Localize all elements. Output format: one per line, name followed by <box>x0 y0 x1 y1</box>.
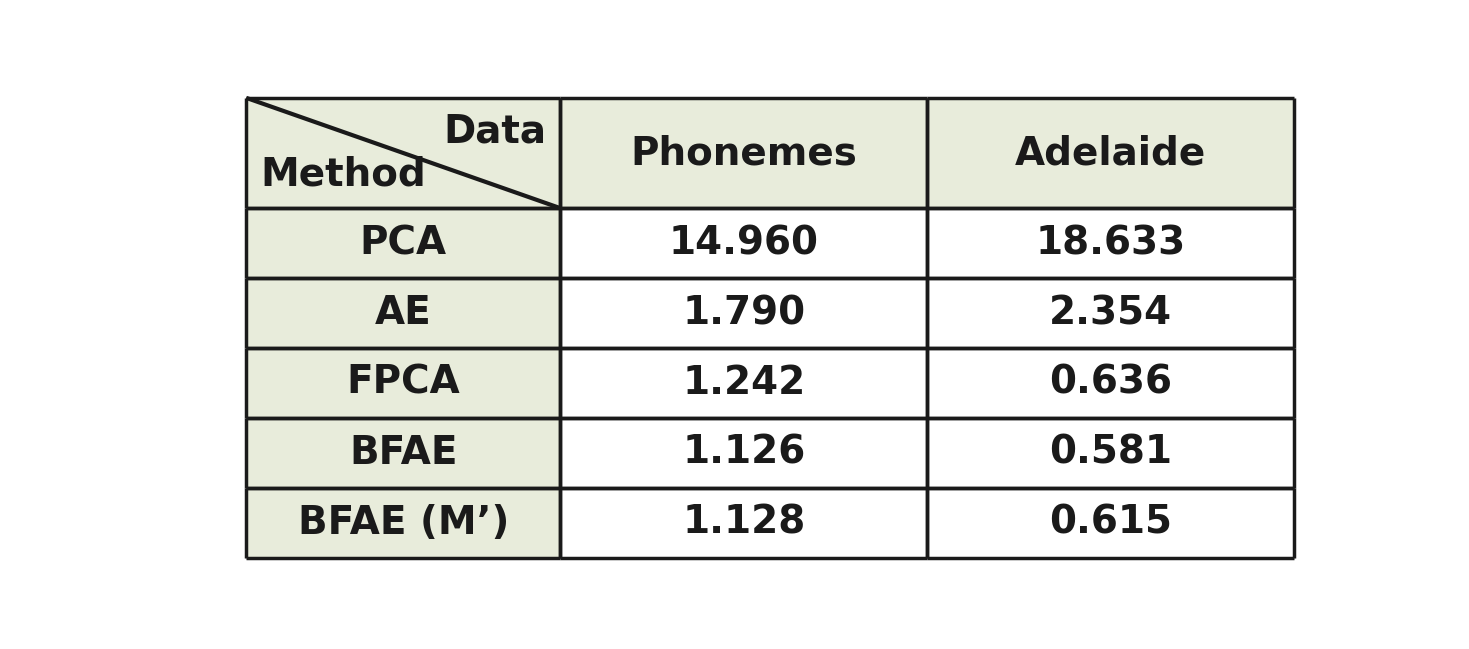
Bar <box>561 278 927 348</box>
Bar <box>927 208 1294 278</box>
Bar <box>247 208 561 278</box>
Text: Adelaide: Adelaide <box>1015 134 1206 172</box>
Bar <box>927 98 1294 208</box>
Bar <box>927 348 1294 418</box>
Text: 1.128: 1.128 <box>682 504 805 542</box>
Bar <box>561 208 927 278</box>
Text: Data: Data <box>444 113 546 151</box>
Bar <box>561 418 927 488</box>
Text: 1.790: 1.790 <box>682 294 805 332</box>
Bar <box>247 418 561 488</box>
Bar <box>247 98 561 208</box>
Bar <box>247 488 561 557</box>
Bar <box>561 98 927 208</box>
Text: 18.633: 18.633 <box>1036 224 1185 262</box>
Bar <box>561 348 927 418</box>
Bar <box>247 278 561 348</box>
Text: 0.615: 0.615 <box>1049 504 1172 542</box>
Text: BFAE: BFAE <box>350 434 458 472</box>
Text: BFAE (M’): BFAE (M’) <box>298 504 510 542</box>
Bar <box>927 418 1294 488</box>
Bar <box>927 278 1294 348</box>
Text: 1.126: 1.126 <box>682 434 805 472</box>
Text: AE: AE <box>375 294 432 332</box>
Text: 0.636: 0.636 <box>1049 364 1172 402</box>
Bar <box>247 348 561 418</box>
Bar <box>561 488 927 557</box>
Text: 14.960: 14.960 <box>668 224 818 262</box>
Bar <box>927 488 1294 557</box>
Text: 2.354: 2.354 <box>1049 294 1172 332</box>
Text: 1.242: 1.242 <box>682 364 805 402</box>
Text: 0.581: 0.581 <box>1049 434 1172 472</box>
Text: PCA: PCA <box>360 224 447 262</box>
Text: FPCA: FPCA <box>347 364 460 402</box>
Text: Phonemes: Phonemes <box>630 134 858 172</box>
Text: Method: Method <box>260 155 426 193</box>
